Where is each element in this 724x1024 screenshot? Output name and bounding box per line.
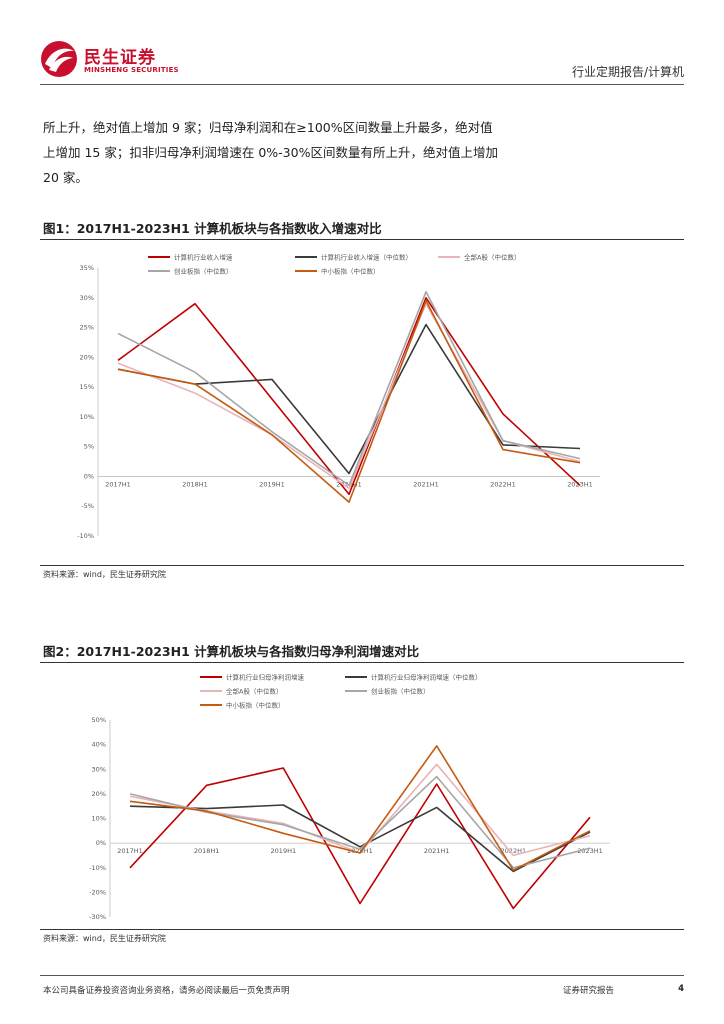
company-logo: 民生证券 MINSHENG SECURITIES xyxy=(40,40,179,78)
x-tick-label: 2021H1 xyxy=(413,480,439,488)
x-tick-label: 2017H1 xyxy=(105,480,131,488)
y-tick-label: 20% xyxy=(92,790,106,798)
y-tick-label: 5% xyxy=(84,443,94,451)
x-tick-label: 2018H1 xyxy=(194,847,220,855)
series-line-3 xyxy=(117,290,581,487)
header-divider xyxy=(40,84,684,85)
x-tick-label: 2019H1 xyxy=(259,480,285,488)
y-tick-label: 15% xyxy=(80,383,94,391)
y-tick-label: 10% xyxy=(80,413,94,421)
figure-1-source: 资料来源：wind，民生证券研究院 xyxy=(43,570,166,579)
y-tick-label: 0% xyxy=(96,839,106,847)
x-tick-label: 2017H1 xyxy=(117,847,143,855)
logo-text-cn: 民生证券 xyxy=(84,48,156,68)
y-tick-label: -10% xyxy=(77,532,94,540)
x-tick-label: 2021H1 xyxy=(424,847,450,855)
legend-label: 计算机行业归母净利润增速（中位数） xyxy=(371,673,482,682)
y-tick-label: 30% xyxy=(92,765,106,773)
page-number: 4 xyxy=(678,984,684,994)
body-line: 上增加 15 家；扣非归母净利润增速在 0%-30%区间数量有所上升，绝对值上增… xyxy=(43,145,498,160)
body-line: 所上升，绝对值上增加 9 家；归母净利润和在≥100%区间数量上升最多，绝对值 xyxy=(43,120,493,135)
footer-disclaimer: 本公司具备证券投资咨询业务资格，请务必阅读最后一页免责声明 xyxy=(43,986,290,996)
series-line-0 xyxy=(117,296,581,496)
footer-divider xyxy=(40,975,684,976)
y-tick-label: -5% xyxy=(81,502,94,510)
y-tick-label: 10% xyxy=(92,815,106,823)
y-tick-label: 40% xyxy=(92,741,106,749)
figure-1-top-rule xyxy=(40,239,684,240)
legend-label: 计算机行业收入增速（中位数） xyxy=(321,253,412,262)
footer-report-type: 证券研究报告 xyxy=(563,986,615,996)
series-line-1 xyxy=(129,804,591,873)
figure-1-title: 图1：2017H1-2023H1 计算机板块与各指数收入增速对比 xyxy=(43,221,382,236)
y-tick-label: 35% xyxy=(80,264,94,272)
y-tick-label: 20% xyxy=(80,353,94,361)
body-line: 20 家。 xyxy=(43,170,88,185)
figure-2-top-rule xyxy=(40,662,684,663)
logo-text-en: MINSHENG SECURITIES xyxy=(84,66,179,74)
figure-2-source: 资料来源：wind，民生证券研究院 xyxy=(43,934,166,943)
y-tick-label: 50% xyxy=(92,716,106,724)
figure-2-chart: -30% -20% -10% 0% 10% 20% 30% 40% 50% 2017H1 2018H… xyxy=(89,673,610,921)
legend-label: 创业板指（中位数） xyxy=(371,687,430,696)
page-header: 民生证券 MINSHENG SECURITIES 行业定期报告/计算机 xyxy=(0,0,724,90)
x-tick-label: 2022H1 xyxy=(490,480,516,488)
y-tick-label: 25% xyxy=(80,324,94,332)
figure-2-title: 图2：2017H1-2023H1 计算机板块与各指数归母净利润增速对比 xyxy=(43,644,420,659)
legend-label: 全部A股（中位数） xyxy=(226,687,282,696)
legend-label: 中小板指（中位数） xyxy=(321,267,380,276)
x-tick-label: 2019H1 xyxy=(271,847,297,855)
y-tick-label: -10% xyxy=(89,864,106,872)
figure-1-chart: -10% -5% 0% 5% 10% 15% 20% 25% 30% 35% 2017H1 2018H… xyxy=(77,253,600,540)
legend-label: 全部A股（中位数） xyxy=(464,253,520,262)
x-tick-label: 2023H1 xyxy=(577,847,603,855)
legend-label: 计算机行业收入增速 xyxy=(174,253,233,262)
series-line-4 xyxy=(129,745,591,871)
figure-2-bottom-rule xyxy=(40,929,684,930)
y-tick-label: 0% xyxy=(84,472,94,480)
report-category: 行业定期报告/计算机 xyxy=(571,65,684,79)
series-line-3 xyxy=(129,775,591,869)
series-line-4 xyxy=(117,299,581,503)
legend-label: 计算机行业归母净利润增速 xyxy=(226,673,305,682)
figure-1-bottom-rule xyxy=(40,565,684,566)
series-line-2 xyxy=(117,302,581,490)
y-tick-label: -20% xyxy=(89,888,106,896)
x-tick-label: 2022H1 xyxy=(501,847,527,855)
x-tick-label: 2018H1 xyxy=(182,480,208,488)
legend-label: 创业板指（中位数） xyxy=(174,267,233,276)
legend-label: 中小板指（中位数） xyxy=(226,701,285,710)
series-line-0 xyxy=(129,767,591,910)
body-paragraph: 所上升，绝对值上增加 9 家；归母净利润和在≥100%区间数量上升最多，绝对值 … xyxy=(43,115,683,190)
y-tick-label: 30% xyxy=(80,294,94,302)
y-tick-label: -30% xyxy=(89,913,106,921)
logo-mark-icon xyxy=(41,41,77,77)
x-tick-label: 2020H1 xyxy=(347,847,373,855)
